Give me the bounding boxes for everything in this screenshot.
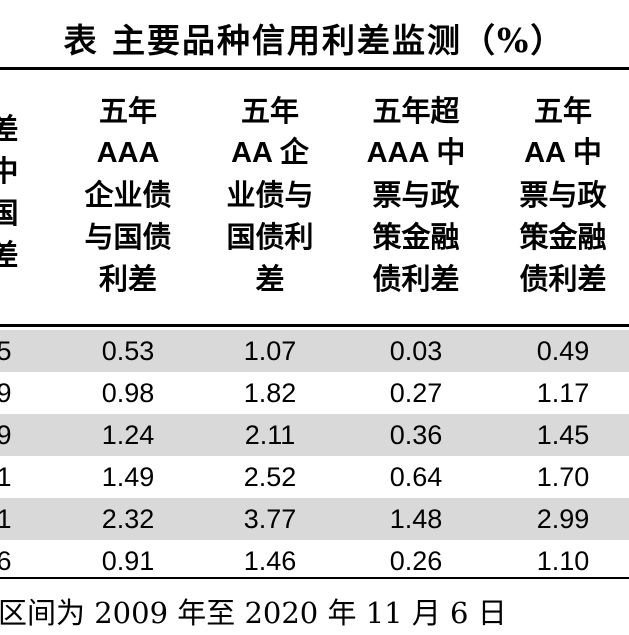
column-header-line: 国 <box>0 196 19 230</box>
table-cell: 1 <box>0 462 12 492</box>
table-row: 1 2.32 3.77 1.48 2.99 <box>0 498 629 540</box>
column-header-line: 与国债 <box>84 220 172 254</box>
table-cell: 1 <box>0 504 12 534</box>
table-cell: 0.36 <box>389 420 443 450</box>
table-cell: 1.07 <box>243 336 297 366</box>
column-header-3: 五年超 AAA 中票与政策金融债利差 <box>346 90 486 300</box>
column-header-line: AAA <box>96 137 160 169</box>
column-header-line: AA 企 <box>231 137 309 169</box>
column-header-line: 债利差 <box>372 262 460 296</box>
column-header-0: 差中国差 <box>0 108 74 276</box>
table-cell: 1.82 <box>243 378 297 408</box>
table-cell: 1.17 <box>536 378 590 408</box>
table-row: 5 0.53 1.07 0.03 0.49 <box>0 330 629 372</box>
header-rule <box>0 324 629 327</box>
column-header-2: 五年 AA 企业债与国债利差 <box>200 90 340 300</box>
table-cell: 0.27 <box>389 378 443 408</box>
table-row: 9 0.98 1.82 0.27 1.17 <box>0 372 629 414</box>
table-cell: 0.53 <box>101 336 155 366</box>
column-header-line: 五年超 <box>372 94 460 128</box>
column-header-line: 五年 <box>240 94 299 128</box>
table-cell: 9 <box>0 378 12 408</box>
column-header-line: 票与政 <box>372 178 460 212</box>
table-cell: 1.46 <box>243 546 297 576</box>
table-cell: 2.99 <box>536 504 590 534</box>
table-row: 1 1.49 2.52 0.64 1.70 <box>0 456 629 498</box>
top-rule <box>0 67 629 70</box>
footnote: 区间为 2009 年至 2020 年 11 月 6 日 <box>0 596 507 630</box>
table-cell: 1.10 <box>536 546 590 576</box>
table-cell: 5 <box>0 336 12 366</box>
table-cell: 3.77 <box>243 504 297 534</box>
column-header-line: 债利差 <box>519 262 607 296</box>
table-cell: 2.52 <box>243 462 297 492</box>
table-cell: 1.48 <box>389 504 443 534</box>
table-cell: 1.45 <box>536 420 590 450</box>
table-cell: 1.49 <box>101 462 155 492</box>
table-cell: 0.03 <box>389 336 443 366</box>
table-row: 6 0.91 1.46 0.26 1.10 <box>0 540 629 582</box>
table-cell: 2.32 <box>101 504 155 534</box>
table-cell: 9 <box>0 420 12 450</box>
column-header-line: AAA 中 <box>366 137 466 169</box>
table-cell: 2.11 <box>244 420 296 450</box>
table-cell: 0.64 <box>389 462 443 492</box>
column-header-line: 国债利 <box>226 220 314 254</box>
column-header-line: 企业债 <box>84 178 172 212</box>
table-cell: 6 <box>0 546 12 576</box>
column-header-line: 中 <box>0 154 19 188</box>
table-cell: 0.49 <box>536 336 590 366</box>
column-header-line: 策金融 <box>372 220 460 254</box>
column-header-line: 五年 <box>98 94 157 128</box>
table-cell: 1.24 <box>101 420 155 450</box>
bottom-rule <box>0 577 629 579</box>
column-header-line: 利差 <box>98 262 157 296</box>
table-cell: 1.70 <box>536 462 590 492</box>
column-header-line: 差 <box>0 112 19 146</box>
table-cell: 0.26 <box>389 546 443 576</box>
column-header-line: 五年 <box>533 94 592 128</box>
column-header-line: 票与政 <box>519 178 607 212</box>
column-header-line: 策金融 <box>519 220 607 254</box>
column-header-line: 差 <box>0 238 19 272</box>
table-title: 表 主要品种信用利差监测（%） <box>63 21 566 60</box>
table-cell: 0.98 <box>101 378 155 408</box>
column-header-4: 五年 AA 中票与政策金融债利差 <box>493 90 629 300</box>
table-cell: 0.91 <box>101 546 155 576</box>
column-header-1: 五年 AAA 企业债与国债利差 <box>58 90 198 300</box>
table-row: 9 1.24 2.11 0.36 1.45 <box>0 414 629 456</box>
column-header-line: 业债与 <box>226 178 314 212</box>
column-header-line: AA 中 <box>524 137 602 169</box>
column-header-line: 差 <box>255 262 285 296</box>
